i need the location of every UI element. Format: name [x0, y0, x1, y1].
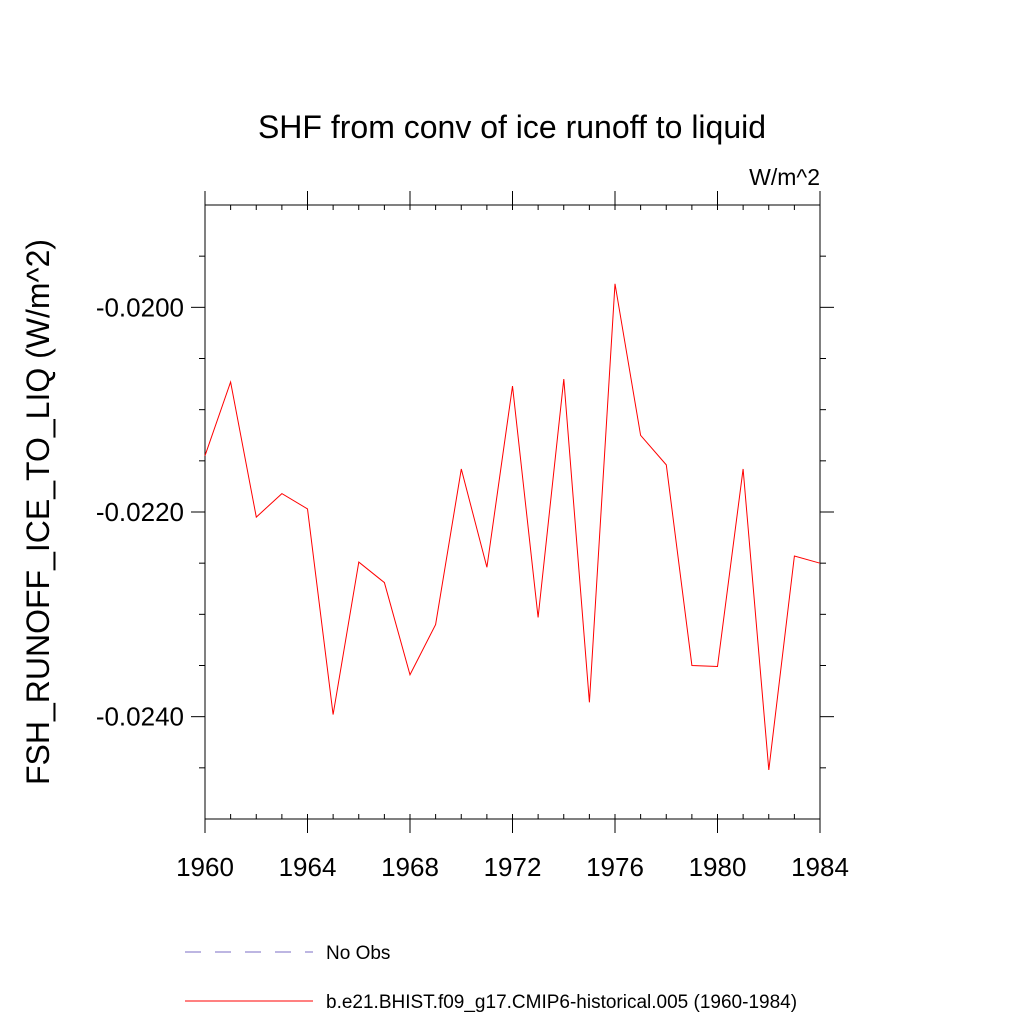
x-tick-label: 1960 — [176, 852, 234, 882]
data-point — [204, 455, 205, 456]
y-tick-label: -0.0240 — [96, 702, 184, 732]
plot-frame — [204, 204, 821, 820]
data-point — [666, 464, 667, 465]
data-point — [409, 674, 410, 675]
series-line — [204, 283, 821, 770]
legend-label-no-obs: No Obs — [326, 943, 390, 964]
data-point — [640, 435, 641, 436]
x-tick-label: 1968 — [381, 852, 439, 882]
units-label: W/m^2 — [749, 164, 820, 190]
data-point — [461, 468, 462, 469]
data-point — [743, 468, 744, 469]
x-tick-label: 1964 — [279, 852, 337, 882]
data-point — [435, 624, 436, 625]
legend-label-historical: b.e21.BHIST.f09_g17.CMIP6-historical.005… — [326, 992, 797, 1013]
axis-ticks — [191, 191, 834, 833]
data-point — [384, 582, 385, 583]
data-point — [819, 563, 820, 564]
data-point — [486, 567, 487, 568]
data-point — [358, 562, 359, 563]
y-tick-label: -0.0200 — [96, 292, 184, 322]
x-tick-label: 1972 — [484, 852, 542, 882]
data-point — [307, 508, 308, 509]
data-point — [614, 283, 615, 284]
data-point — [717, 666, 718, 667]
data-point — [256, 517, 257, 518]
data-point — [230, 381, 231, 382]
series-layer — [204, 283, 821, 770]
data-point — [538, 617, 539, 618]
data-point — [691, 665, 692, 666]
x-tick-label: 1984 — [791, 852, 849, 882]
data-point — [768, 769, 769, 770]
x-tick-label: 1976 — [586, 852, 644, 882]
data-point — [512, 386, 513, 387]
y-tick-label: -0.0220 — [96, 497, 184, 527]
data-point — [563, 378, 564, 379]
data-point — [333, 714, 334, 715]
chart-title: SHF from conv of ice runoff to liquid — [258, 109, 766, 145]
tick-labels: 1960 1964 1968 1972 1976 1980 1984 -0.0240 -0.02… — [96, 292, 849, 882]
y-axis-label: FSH_RUNOFF_ICE_TO_LIQ (W/m^2) — [20, 239, 56, 785]
data-point — [794, 555, 795, 556]
data-point — [281, 493, 282, 494]
data-point — [589, 702, 590, 703]
x-tick-label: 1980 — [689, 852, 747, 882]
legend: No Obs b.e21.BHIST.f09_g17.CMIP6-histori… — [185, 943, 797, 1013]
